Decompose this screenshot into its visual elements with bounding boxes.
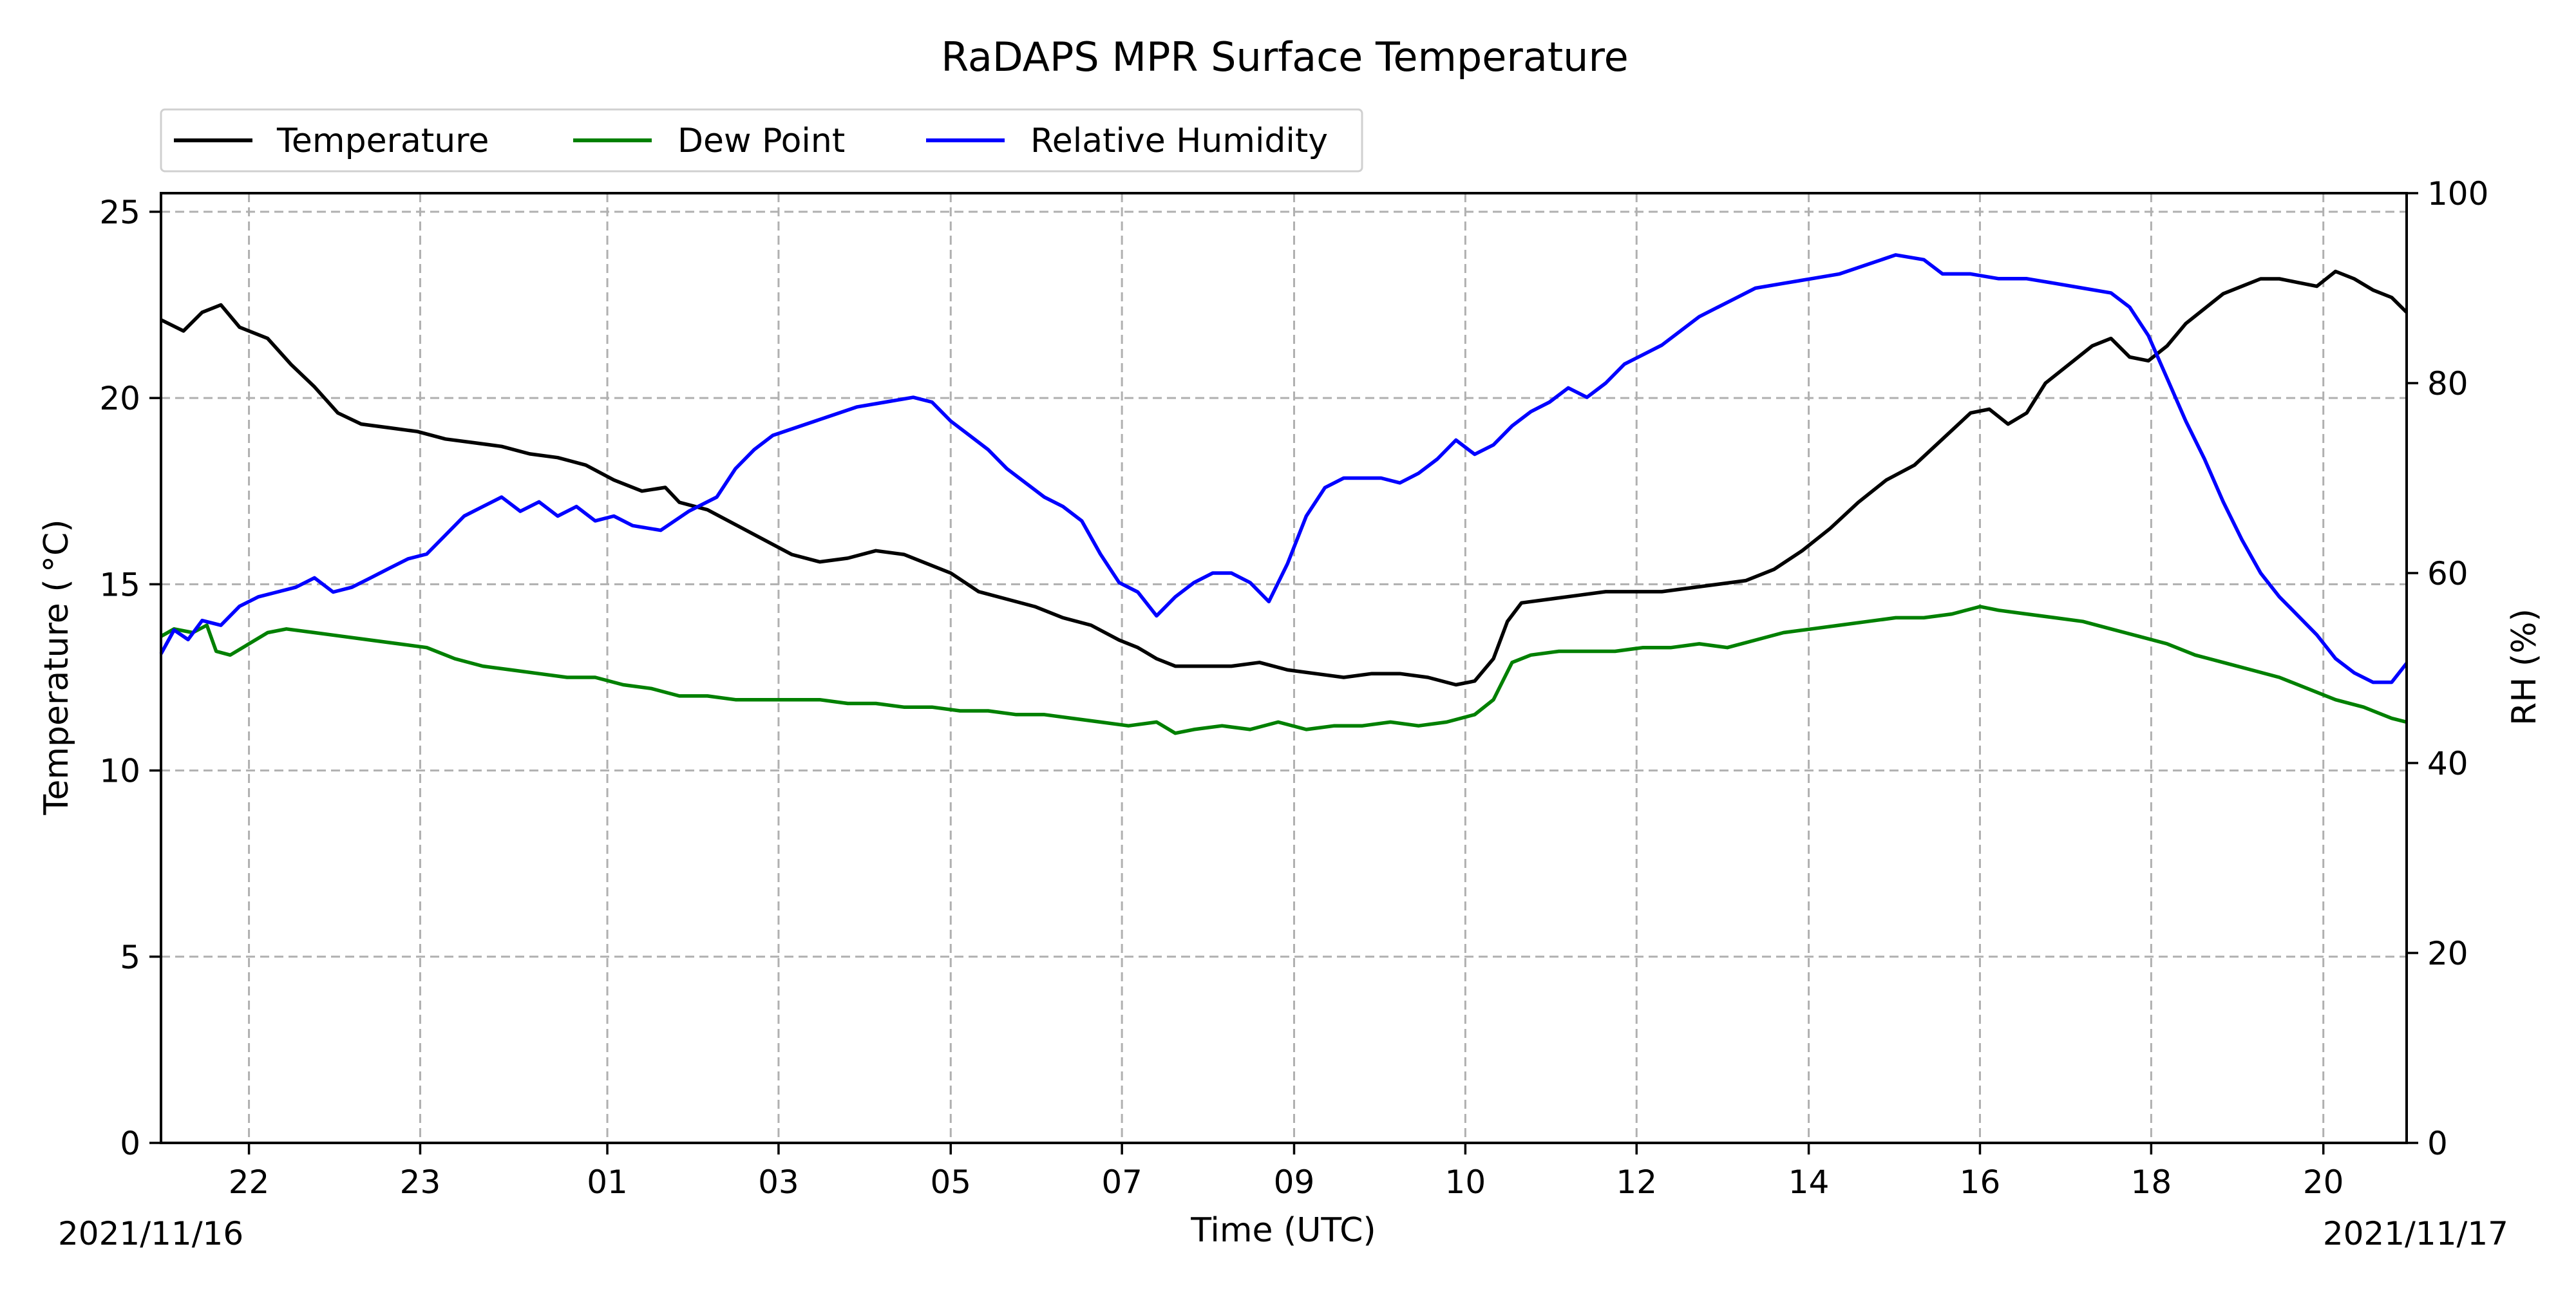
start-date-label: 2021/11/16 <box>58 1215 243 1252</box>
series-line-dew-point <box>160 605 2407 735</box>
legend-label-temperature: Temperature <box>276 122 489 160</box>
x-tick-label: 16 <box>1960 1164 2001 1201</box>
x-tick-label: 20 <box>2303 1164 2344 1201</box>
x-tick-label: 01 <box>587 1164 628 1201</box>
y-tick-label-right: 100 <box>2427 175 2488 212</box>
y-tick-label-left: 25 <box>99 194 140 231</box>
grid-layer <box>161 193 2407 1144</box>
x-tick-label: 07 <box>1101 1164 1142 1201</box>
x-tick-label: 14 <box>1788 1164 1830 1201</box>
x-tick-label: 05 <box>930 1164 971 1201</box>
x-axis-label: Time (UTC) <box>1190 1211 1376 1250</box>
tick-layer: 22 23 01 03 05 07 09 10 12 14 16 18 2005101520250204… <box>99 175 2488 1201</box>
y-tick-label-right: 40 <box>2427 745 2468 782</box>
y-axis-label-left: Temperature ( °C) <box>37 519 76 815</box>
x-tick-label: 12 <box>1616 1164 1657 1201</box>
x-tick-label: 03 <box>758 1164 799 1201</box>
x-tick-label: 18 <box>2131 1164 2172 1201</box>
y-tick-label-right: 60 <box>2427 555 2468 592</box>
y-tick-label-left: 5 <box>120 939 140 976</box>
legend-label-relative-humidity: Relative Humidity <box>1030 122 1328 160</box>
x-tick-label: 10 <box>1445 1164 1486 1201</box>
plot-frame <box>160 192 2408 1144</box>
y-tick-label-right: 0 <box>2427 1125 2448 1162</box>
series-line-relative-humidity <box>159 253 2409 684</box>
y-tick-label-right: 80 <box>2427 365 2468 402</box>
y-tick-label-left: 20 <box>99 380 140 417</box>
y-tick-label-left: 15 <box>99 566 140 603</box>
end-date-label: 2021/11/17 <box>2323 1215 2508 1252</box>
series-layer <box>159 253 2409 735</box>
x-tick-label: 09 <box>1274 1164 1315 1201</box>
x-tick-label: 22 <box>229 1164 270 1201</box>
chart-title: RaDAPS MPR Surface Temperature <box>941 33 1629 80</box>
y-axis-label-right: RH (%) <box>2505 608 2544 726</box>
y-tick-label-right: 20 <box>2427 935 2468 972</box>
x-tick-label: 23 <box>400 1164 441 1201</box>
y-tick-label-left: 0 <box>120 1125 140 1162</box>
series-line-temperature <box>160 269 2408 687</box>
legend-label-dew-point: Dew Point <box>677 122 845 160</box>
legend-box <box>160 108 1363 173</box>
legend: Temperature Dew Point Relative Humidity <box>160 108 1363 173</box>
y-tick-label-left: 10 <box>99 753 140 790</box>
